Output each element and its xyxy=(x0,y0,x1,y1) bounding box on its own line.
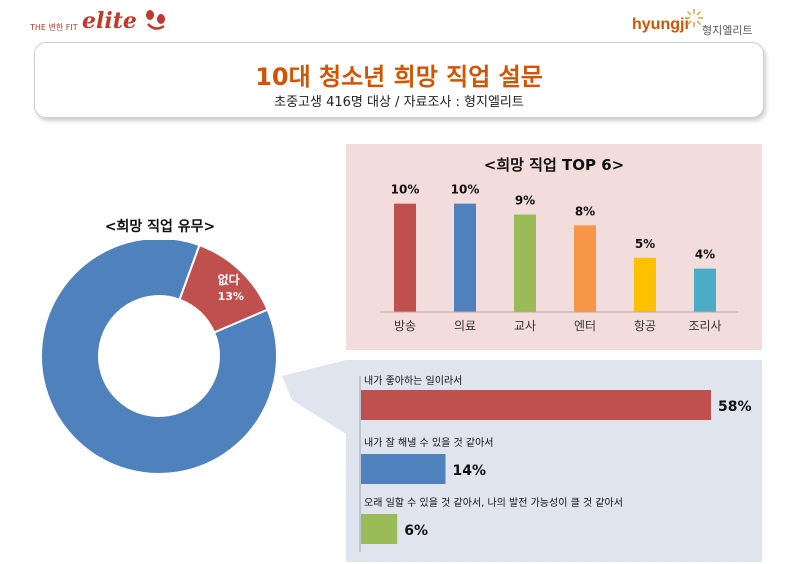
donut-slice-value: 13% xyxy=(218,290,244,303)
reason-label: 내가 잘 해낼 수 있을 것 같아서 xyxy=(364,436,493,449)
top6-bar xyxy=(454,203,476,312)
reason-bar-value: 14% xyxy=(452,463,486,479)
top6-category-label: 조리사 xyxy=(688,319,721,333)
donut-chart-title: <희망 직업 유무> xyxy=(104,219,216,235)
reason-bar-value: 58% xyxy=(718,399,752,415)
donut-chart: 있다 87% 없다 13% xyxy=(40,240,278,476)
top6-bar xyxy=(514,214,536,312)
top6-bar-value: 10% xyxy=(451,183,480,197)
top6-bar-value: 8% xyxy=(575,204,595,218)
top6-bar-value: 9% xyxy=(515,194,535,208)
donut-slice-label: 있다 xyxy=(82,456,104,471)
reason-bar xyxy=(361,514,398,544)
top6-chart-title: <희망 직업 TOP 6> xyxy=(483,156,625,174)
top6-category-label: 엔터 xyxy=(574,319,596,333)
top6-bar-value: 5% xyxy=(635,237,655,251)
top6-panel: 10% 방송 10% 의료 9% 교사 8% 엔터 5% 항공 4% 조리사 <희망 직업 TOP 6… xyxy=(346,144,762,350)
logo-korean-name: 형지엘리트 xyxy=(702,24,753,37)
reason-bar xyxy=(361,454,446,484)
reason-bar-chart: 내가 좋아하는 일이라서 58% 내가 잘 해낼 수 있을 것 같아서 14% 오래 일… xyxy=(359,374,752,552)
reason-panel: 내가 좋아하는 일이라서 58% 내가 잘 해낼 수 있을 것 같아서 14% 오래 일… xyxy=(346,360,762,562)
top6-bar xyxy=(574,225,596,312)
top6-bar-value: 10% xyxy=(391,183,420,197)
logo-tagline: THE 변한 FIT xyxy=(30,23,78,32)
top6-category-label: 의료 xyxy=(454,319,476,333)
reason-label: 오래 일할 수 있을 것 같아서, 나의 발전 가능성이 클 것 같아서 xyxy=(364,497,623,509)
title-box: 10대 청소년 희망 직업 설문 초중고생 416명 대상 / 자료조사 : 형… xyxy=(34,42,764,118)
top6-bar-chart: 10% 방송 10% 의료 9% 교사 8% 엔터 5% 항공 4% 조리사 xyxy=(380,183,738,333)
logo-wordmark: elite xyxy=(82,8,137,34)
reason-bar-value: 6% xyxy=(404,523,428,539)
page-subtitle: 초중고생 416명 대상 / 자료조사 : 형지엘리트 xyxy=(274,95,524,110)
reason-label: 내가 좋아하는 일이라서 xyxy=(364,374,462,387)
logo-wordmark-hyungji: hyungji xyxy=(632,16,689,33)
donut-slice-yes xyxy=(40,240,278,475)
top6-category-label: 항공 xyxy=(634,319,656,333)
top6-bar xyxy=(634,257,656,312)
sunburst-icon xyxy=(685,9,703,27)
reason-bar xyxy=(361,390,711,420)
top6-bar xyxy=(694,268,716,312)
donut-slice-no xyxy=(178,243,269,334)
top6-bar-value: 4% xyxy=(695,248,715,262)
donut-slice-value: 87% xyxy=(82,474,108,476)
donut-slice-label: 없다 xyxy=(218,272,240,287)
page-title: 10대 청소년 희망 직업 설문 xyxy=(255,63,543,91)
hyungji-logo: hyungji 형지엘리트 xyxy=(632,8,762,40)
top6-category-label: 방송 xyxy=(394,319,416,333)
footprint-icon xyxy=(146,10,165,30)
top6-bar xyxy=(394,203,416,312)
top6-category-label: 교사 xyxy=(514,319,536,333)
